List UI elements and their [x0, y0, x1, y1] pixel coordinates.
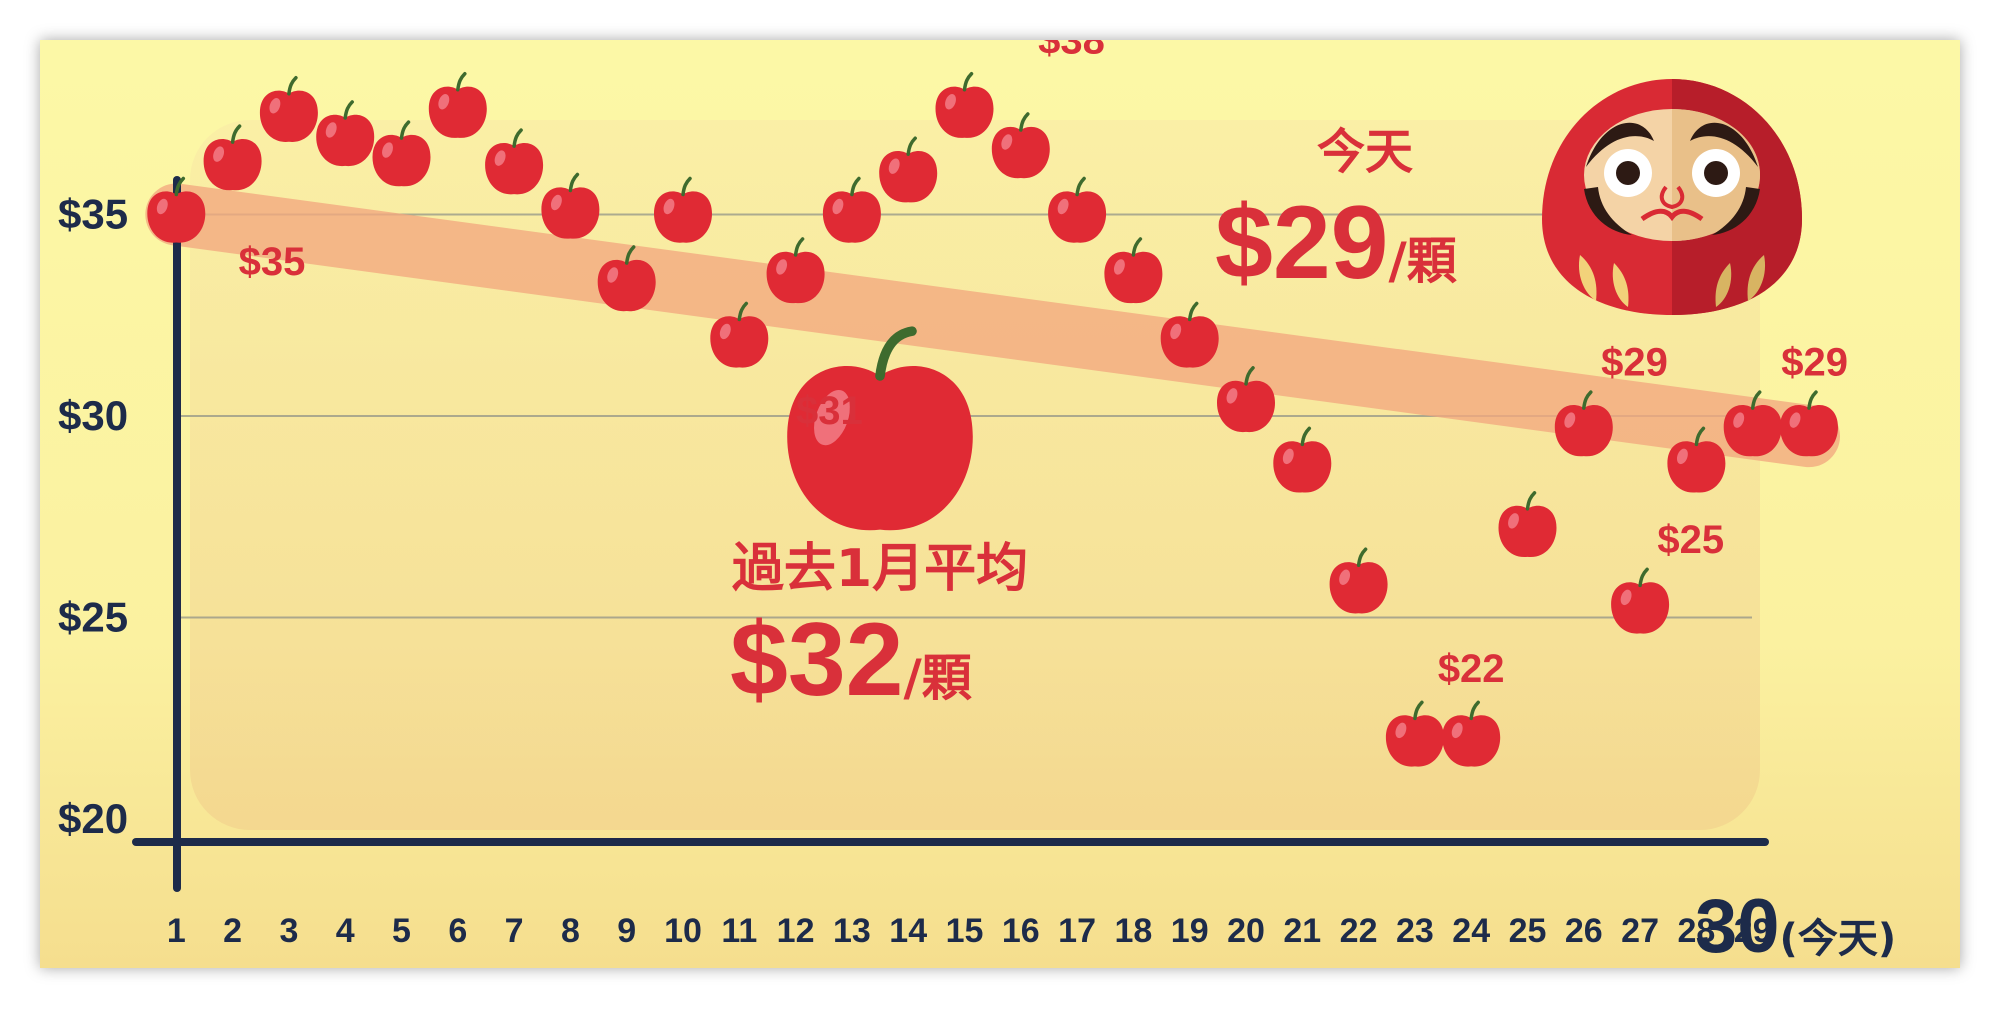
y-tick-label: $25 [58, 594, 128, 641]
x-tick-label: 7 [505, 912, 524, 950]
x-tick-label: 5 [392, 912, 411, 950]
x-tick-label: 20 [1227, 912, 1265, 950]
x-tick-label: 24 [1452, 912, 1490, 950]
axes-layer: $35$30$25$201 2 3 4 5 6 7 8 9 10 11 12 13 14 15 16 17 18 1… [58, 176, 1896, 968]
x-tick-label: 12 [777, 912, 815, 950]
trend-band [145, 183, 1840, 468]
point-label: $29 [1601, 341, 1668, 385]
today-value: $29/顆 [1215, 185, 1457, 301]
apple-icon [787, 326, 973, 531]
y-tick-label: $35 [58, 191, 128, 238]
y-tick-label: $30 [58, 392, 128, 439]
point-label: $29 [1781, 341, 1848, 385]
point-labels-layer: $35 $38 $31 $29 $29 $25 $22 [239, 40, 1848, 691]
today-label: 今天 [1317, 124, 1413, 180]
x-tick-label: 2 [223, 912, 242, 950]
point-label: $25 [1657, 518, 1724, 562]
daruma-icon [1542, 79, 1802, 315]
x-tick-label: 13 [833, 912, 871, 950]
x-tick-label: 26 [1565, 912, 1603, 950]
x-tick-label: 9 [617, 912, 636, 950]
x-tick-label: 19 [1171, 912, 1209, 950]
x-tick-label: 18 [1114, 912, 1152, 950]
chart-frame: $35 $30 $25 $20 1 2 3 4 5 6 7 8 9 10 11 12 13 14 15 16 17 18 1… [40, 40, 1960, 968]
x-tick-label: 8 [561, 912, 580, 950]
x-tick-label: 21 [1283, 912, 1321, 950]
x-tick-label: 29 [1734, 912, 1772, 950]
point-label: $22 [1438, 647, 1505, 691]
x-tick-label: 28 [1677, 912, 1715, 950]
x-tick-label: 1 [167, 912, 186, 950]
trend-band-layer [145, 183, 1840, 468]
x-tick-label: 27 [1621, 912, 1659, 950]
x-tick-label: 15 [946, 912, 984, 950]
average-value: $32/顆 [730, 602, 972, 718]
x-tick-label: 23 [1396, 912, 1434, 950]
x-tick-label: 16 [1002, 912, 1040, 950]
y-tick-label: $20 [58, 795, 128, 842]
x-tick-label: 11 [721, 912, 757, 950]
x-tick-label: 4 [336, 912, 355, 950]
x-tick-label: 17 [1058, 912, 1096, 950]
average-label: 過去1月平均 [732, 539, 1028, 599]
x-tick-label: 25 [1509, 912, 1547, 950]
point-label: $31 [796, 389, 863, 433]
x-tick-label: 10 [664, 912, 702, 950]
point-label: $38 [1038, 40, 1105, 62]
x-tick-label: 3 [279, 912, 298, 950]
x-tick-label: 14 [889, 912, 927, 950]
apple-price-chart: $35$30$25$201 2 3 4 5 6 7 8 9 10 11 12 13 14 15 16 17 18 1… [40, 40, 1960, 968]
x-tick-label-today: 30(今天) [1695, 884, 1896, 968]
x-tick-label: 6 [448, 912, 467, 950]
point-label: $35 [239, 240, 306, 284]
x-tick-label: 22 [1340, 912, 1378, 950]
